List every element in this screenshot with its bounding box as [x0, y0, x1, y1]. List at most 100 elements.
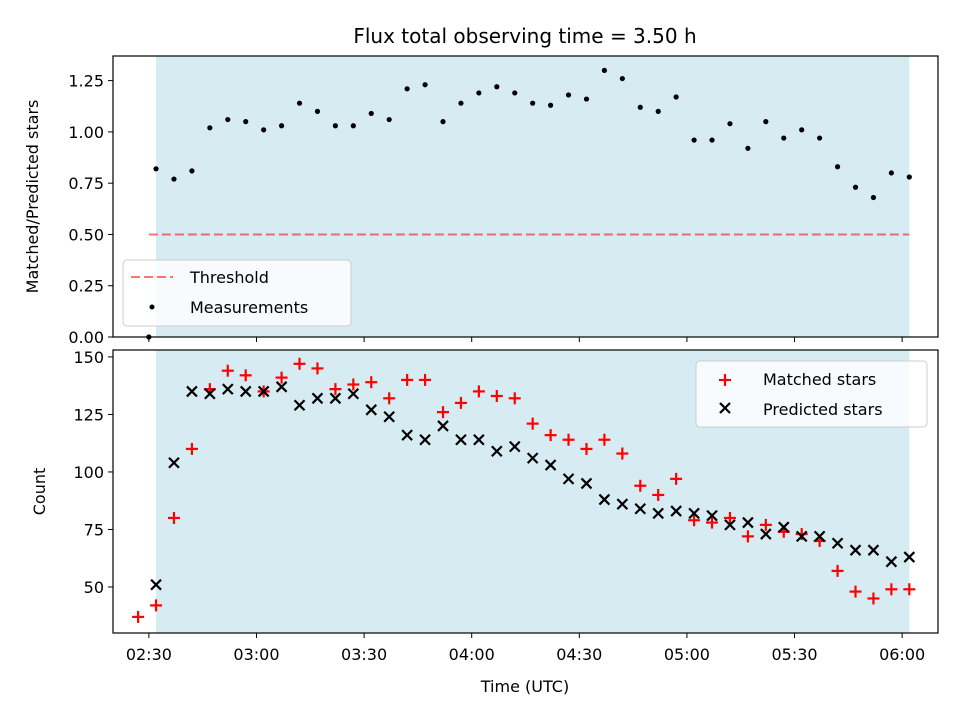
predicted-star-point	[670, 505, 682, 517]
matched-star-point	[293, 357, 306, 370]
predicted-star-point	[885, 555, 898, 568]
matched-star-point	[903, 583, 916, 596]
measurement-point	[153, 166, 159, 172]
predicted-star-point	[239, 385, 252, 398]
matched-star-point	[580, 442, 593, 455]
matched-star-point	[383, 392, 396, 405]
top-y-tick-label: 1.25	[68, 72, 104, 91]
matched-star-point	[795, 528, 808, 541]
x-tick-label: 03:00	[233, 645, 279, 664]
measurement-point	[548, 102, 554, 108]
measurement-point	[494, 84, 500, 90]
predicted-star-point	[867, 544, 880, 556]
measurement-point	[583, 96, 590, 102]
matched-star-point	[401, 373, 414, 386]
predicted-star-point	[580, 477, 593, 490]
top-y-tick-label: 1.00	[68, 123, 104, 142]
predicted-star-point	[275, 381, 288, 393]
predicted-star-point	[311, 392, 324, 405]
matched-star-point	[867, 592, 880, 605]
predicted-star-point	[186, 385, 198, 398]
x-tick-label: 05:30	[771, 645, 817, 664]
bottom-y-axis-label: Count	[30, 468, 49, 516]
predicted-star-point	[329, 392, 342, 405]
measurement-point	[870, 194, 877, 201]
x-tick-label: 05:00	[664, 645, 710, 664]
matched-star-point	[365, 376, 378, 389]
predicted-star-point	[544, 459, 557, 471]
matched-star-point	[185, 442, 198, 455]
measurements-points	[146, 67, 912, 340]
x-tick-label: 06:00	[879, 645, 925, 664]
measurement-point	[386, 116, 392, 123]
measurement-point	[512, 90, 518, 96]
measurement-point	[458, 100, 464, 106]
matched-star-point	[329, 383, 342, 396]
matched-star-point	[741, 530, 754, 543]
predicted-star-point	[365, 404, 378, 416]
matched-star-point	[688, 514, 701, 527]
bottom-x-ticks: 02:30 03:00 03:30 04:00 04:30 05:00 05:30 06:00	[126, 633, 925, 664]
top-y-tick-label: 0.00	[68, 328, 104, 347]
top-y-tick-label: 0.25	[68, 277, 104, 296]
bottom-y-ticks: 50 75 100 125 150	[73, 348, 113, 597]
measurement-point	[171, 176, 177, 182]
legend-measurements-label: Measurements	[190, 298, 308, 317]
measurement-point	[296, 100, 303, 106]
predicted-star-point	[526, 452, 539, 464]
matched-star-point	[132, 610, 145, 623]
matched-star-point	[239, 369, 252, 382]
bottom-y-tick-label: 50	[84, 578, 104, 597]
matched-star-point	[454, 396, 467, 409]
matched-star-point	[419, 373, 432, 386]
measurement-point	[799, 127, 805, 133]
measurement-point	[422, 82, 428, 88]
bottom-y-tick-label: 125	[73, 405, 104, 424]
top-y-tick-label: 0.75	[68, 174, 104, 193]
matched-star-point	[490, 390, 503, 403]
measurement-point	[278, 123, 285, 129]
matched-star-point	[508, 392, 521, 405]
predicted-star-point	[508, 440, 521, 453]
matched-star-point	[167, 511, 180, 524]
measurement-point	[404, 86, 410, 92]
x-tick-label: 03:30	[341, 645, 387, 664]
predicted-star-point	[688, 507, 700, 520]
measurement-point	[888, 170, 894, 176]
measurement-point	[243, 119, 249, 125]
matched-star-point	[885, 583, 898, 596]
predicted-star-point	[903, 551, 916, 563]
measurement-point	[637, 104, 643, 110]
measurement-point	[673, 94, 679, 100]
predicted-star-point	[347, 387, 360, 400]
predicted-star-point	[616, 498, 629, 510]
matched-star-point	[526, 417, 539, 430]
predicted-star-point	[652, 507, 664, 520]
predicted-star-point	[222, 383, 234, 395]
legend-matched-swatch	[719, 374, 731, 386]
matched-star-point	[437, 406, 449, 419]
predicted-star-point	[634, 502, 647, 515]
matched-star-point	[759, 518, 772, 531]
measurement-point	[619, 75, 625, 82]
predicted-stars-points	[150, 381, 916, 591]
predicted-star-point	[383, 410, 395, 423]
predicted-star-point	[831, 537, 844, 550]
predicted-star-point	[777, 521, 790, 533]
x-axis-label: Time (UTC)	[480, 677, 569, 696]
top-y-tick-label: 0.50	[68, 225, 104, 244]
predicted-star-point	[455, 433, 467, 446]
measurement-point	[261, 127, 267, 133]
measurement-point	[781, 135, 787, 141]
matched-star-point	[275, 371, 288, 384]
bottom-legend: Matched stars Predicted stars	[695, 360, 928, 428]
measurement-point	[691, 137, 697, 143]
predicted-star-point	[401, 429, 413, 441]
measurement-point	[350, 123, 356, 129]
measurement-point	[709, 137, 715, 143]
top-x-ticks	[148, 337, 903, 342]
predicted-star-point	[742, 516, 754, 529]
measurement-point	[530, 100, 536, 106]
